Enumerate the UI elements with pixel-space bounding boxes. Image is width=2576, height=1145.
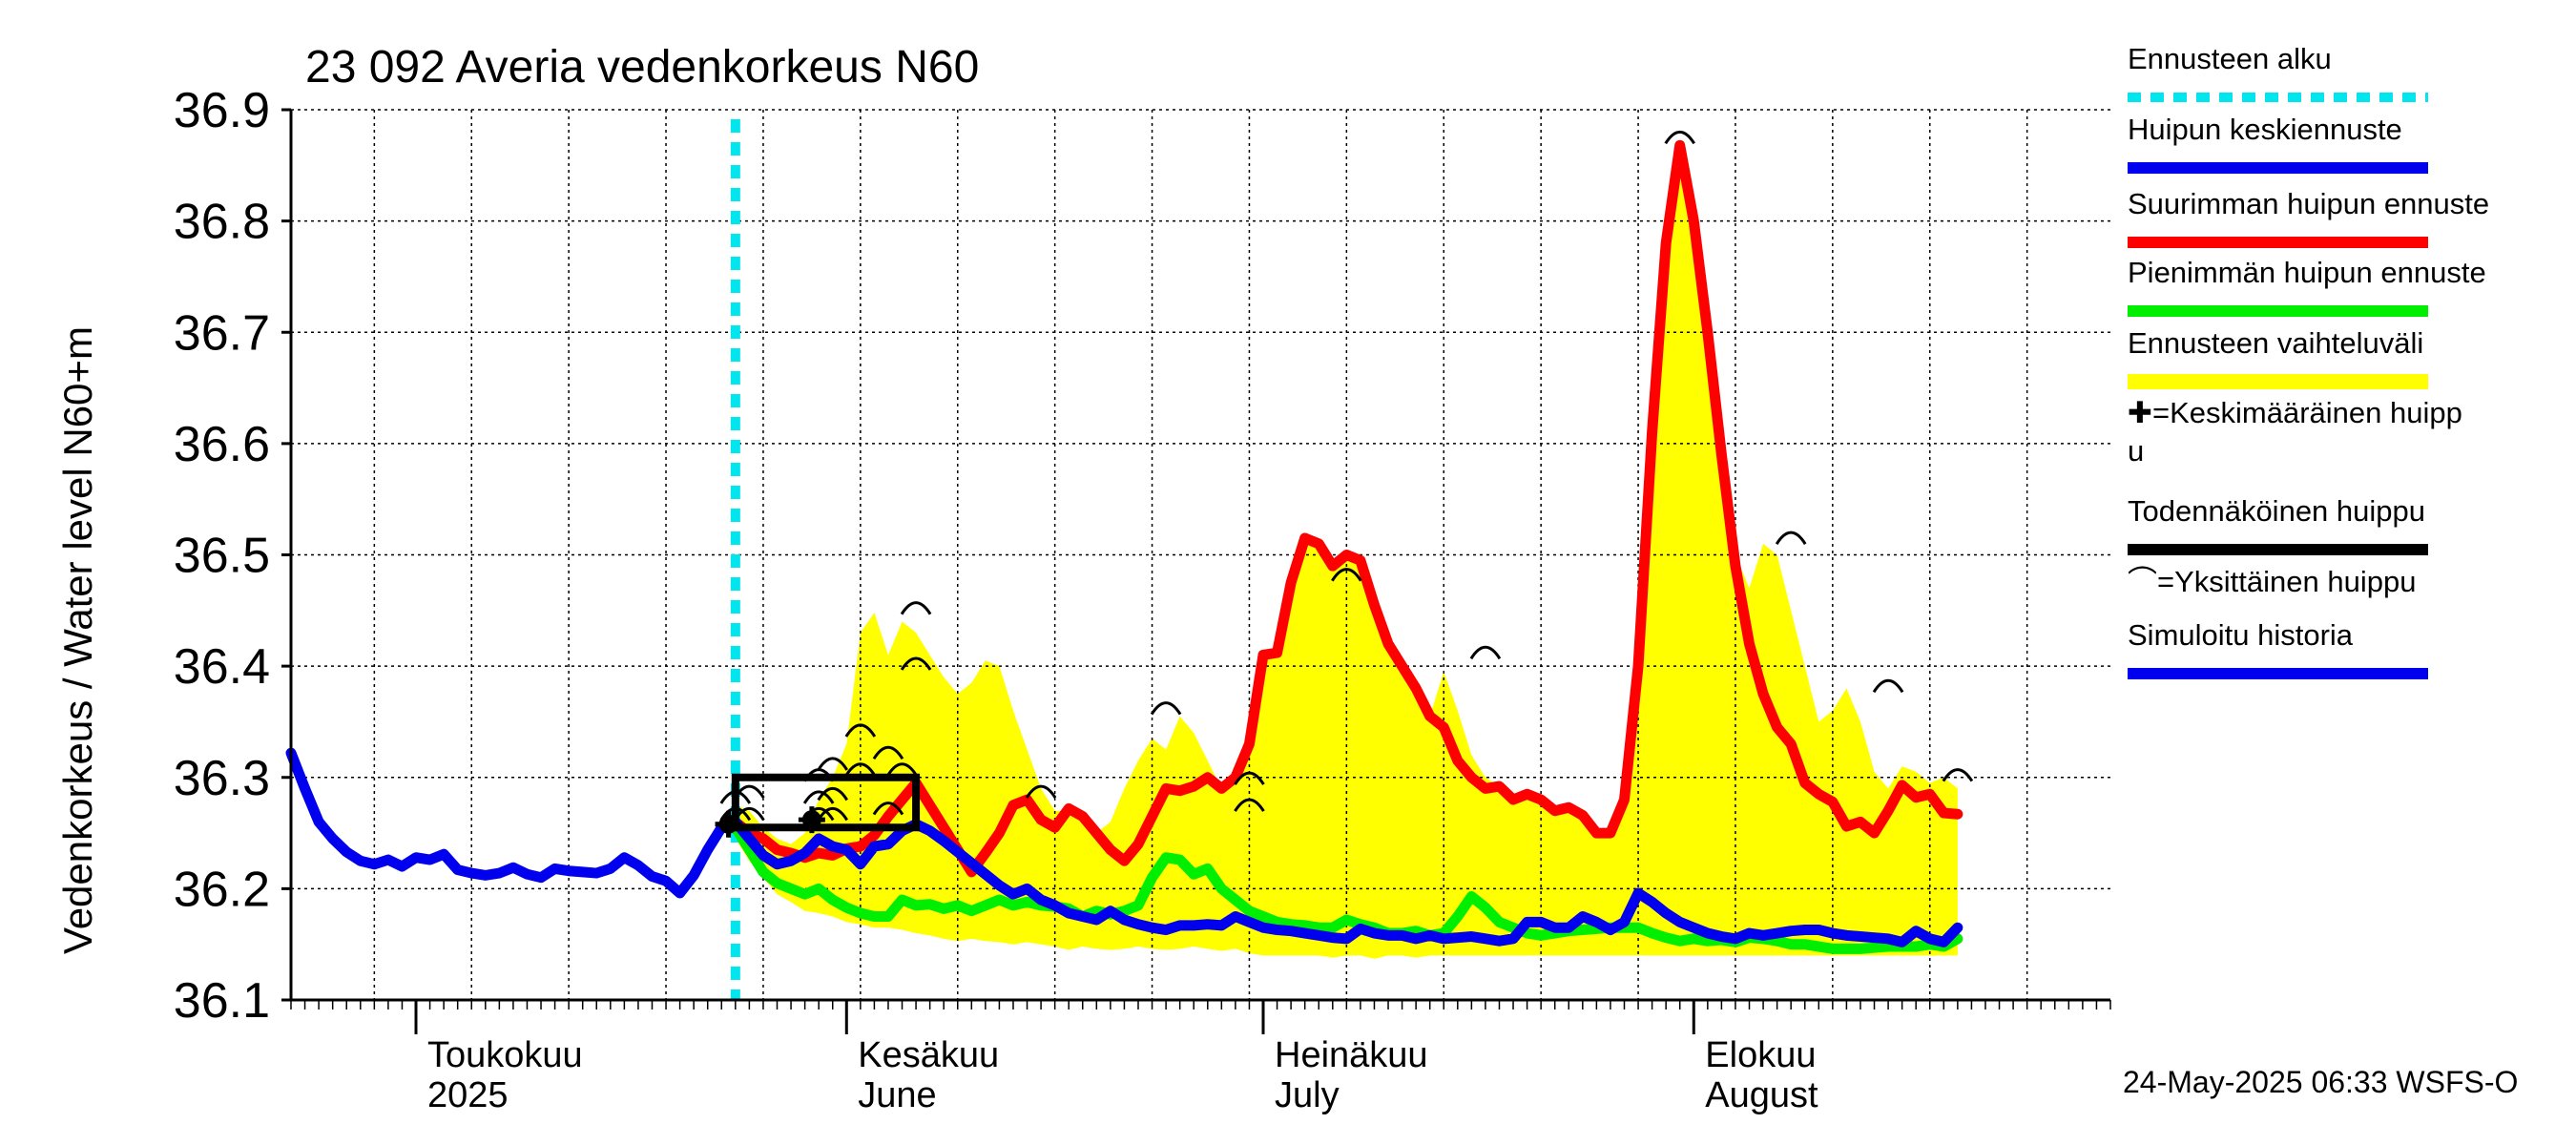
single-peak-marker <box>886 762 918 777</box>
y-tick-label: 36.2 <box>174 862 270 917</box>
legend-label: Todennäköinen huippu <box>2128 494 2425 528</box>
single-peak-marker <box>1469 645 1502 660</box>
legend-label: Pienimmän huipun ennuste <box>2128 256 2486 289</box>
series-line-0 <box>285 747 741 899</box>
y-tick-label: 36.5 <box>174 529 270 584</box>
legend-label: Ennusteen alku <box>2128 42 2332 75</box>
legend-label: Simuloitu historia <box>2128 618 2354 652</box>
y-tick-label: 36.8 <box>174 195 270 250</box>
single-peak-marker <box>1331 568 1362 582</box>
single-peak-marker <box>734 784 765 799</box>
x-month-label: Toukokuu <box>427 1035 583 1075</box>
peak-markers <box>715 130 1974 838</box>
chart-title: 23 092 Averia vedenkorkeus N60 <box>305 42 979 93</box>
single-peak-marker <box>900 656 932 671</box>
single-peak-marker <box>844 723 877 738</box>
legend-label: Huipun keskiennuste <box>2128 113 2402 146</box>
x-month-label: Elokuu <box>1705 1035 1816 1075</box>
legend: Ennusteen alku Huipun keskiennuste Suurimm… <box>2128 42 2489 679</box>
single-peak-marker <box>900 601 932 615</box>
legend-label: ⌒=Yksittäinen huippu <box>2128 565 2416 598</box>
timestamp: 24-May-2025 06:33 WSFS-O <box>2123 1065 2518 1099</box>
series-line-2 <box>730 139 1963 878</box>
single-peak-marker <box>1775 531 1807 545</box>
single-peak-marker <box>1234 771 1265 785</box>
single-peak-marker <box>719 790 752 804</box>
y-axis-label: Vedenkorkeus / Water level N60+m <box>55 326 100 954</box>
single-peak-marker <box>872 802 904 816</box>
legend-label: Suurimman huipun ennuste <box>2128 187 2489 220</box>
axes: 36.1 36.2 36.3 36.4 36.5 36.6 36.7 36.8 36.9 Touk… <box>174 83 2111 1115</box>
single-peak-marker <box>872 745 904 760</box>
single-peak-marker <box>844 762 877 777</box>
y-tick-label: 36.1 <box>174 973 270 1029</box>
single-peak-marker <box>1942 768 1974 782</box>
x-month-label: Heinäkuu <box>1275 1035 1428 1075</box>
legend-label: Ennusteen vaihteluväli <box>2128 326 2423 360</box>
single-peak-marker <box>1664 130 1696 145</box>
y-tick-label: 36.6 <box>174 417 270 472</box>
y-tick-label: 36.4 <box>174 639 270 695</box>
x-month-label: Kesäkuu <box>858 1035 999 1075</box>
single-peak-marker <box>734 806 765 822</box>
mean-peak-cross <box>715 810 742 838</box>
x-month-label-en: July <box>1275 1075 1340 1115</box>
mean-peak-cross <box>798 806 825 834</box>
x-month-label-en: August <box>1705 1075 1818 1115</box>
range-band-area <box>735 145 1958 959</box>
single-peak-marker <box>1025 784 1057 799</box>
single-peak-marker <box>802 790 835 804</box>
y-tick-label: 36.9 <box>174 83 270 138</box>
forecast-range-band <box>735 145 1958 959</box>
legend-label-cont: u <box>2128 434 2144 468</box>
legend-label: ✚=Keskimääräinen huipp <box>2128 396 2462 429</box>
x-month-label-en: 2025 <box>427 1075 509 1115</box>
series-lines <box>285 119 1963 1000</box>
legend-swatch <box>2128 374 2428 389</box>
grid-lines <box>291 109 2110 1001</box>
single-peak-marker <box>1872 678 1904 694</box>
probable-peak-box <box>731 773 921 832</box>
single-peak-marker <box>817 786 849 802</box>
single-peak-marker <box>817 757 849 771</box>
y-tick-label: 36.7 <box>174 305 270 361</box>
single-peak-marker <box>1150 701 1182 716</box>
single-peak-marker <box>1234 798 1265 812</box>
series-line-1 <box>730 816 1963 947</box>
x-month-label-en: June <box>858 1075 936 1115</box>
y-tick-label: 36.3 <box>174 751 270 806</box>
